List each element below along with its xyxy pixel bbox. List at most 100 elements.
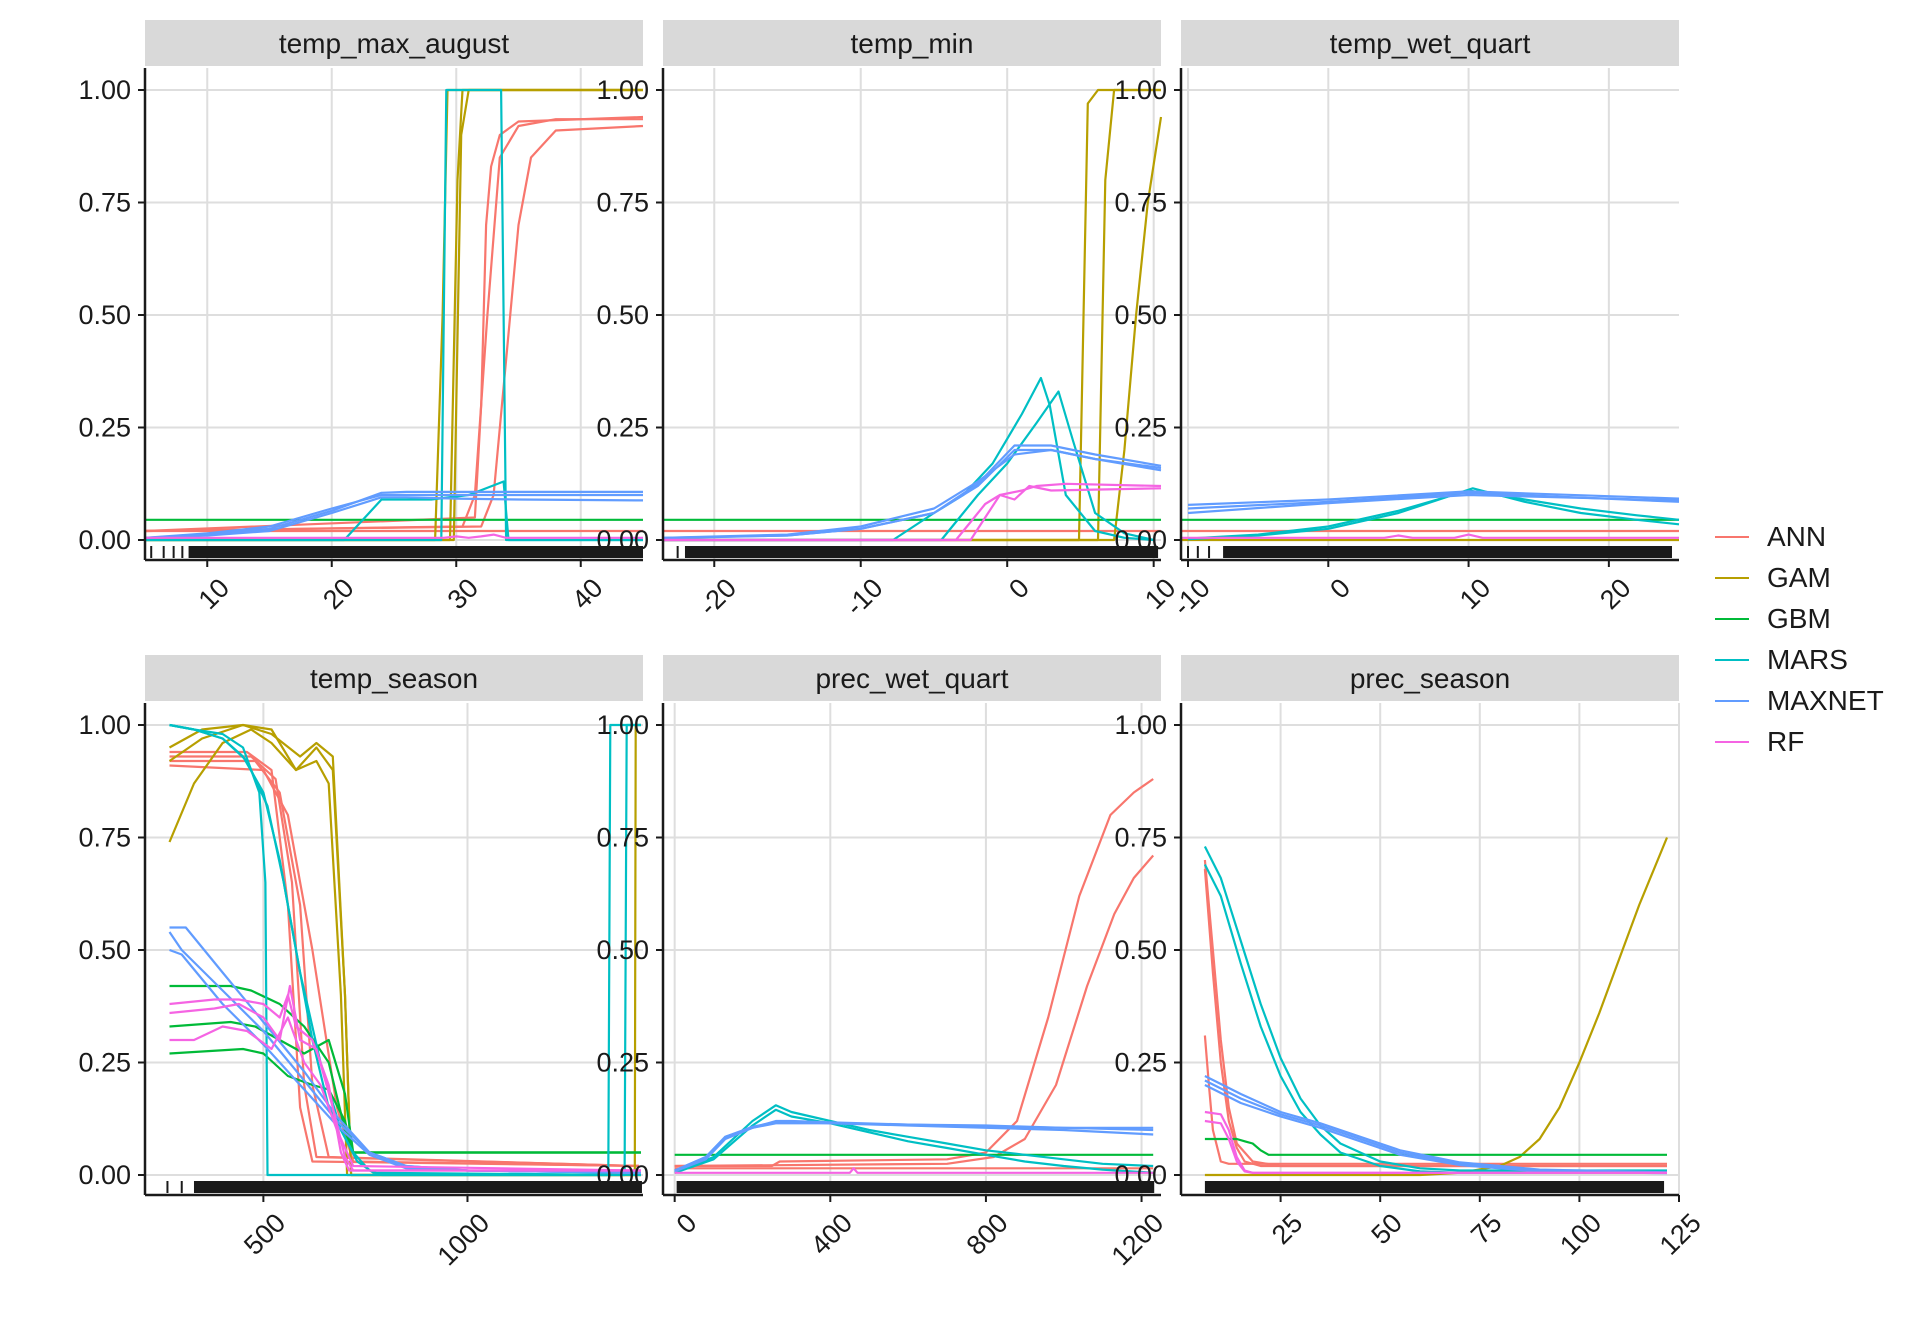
series-line-maxnet — [1187, 490, 1680, 506]
strip-temp-max-august — [145, 20, 643, 66]
legend-label-gam: GAM — [1767, 561, 1831, 593]
series-line-rf — [1204, 1119, 1667, 1174]
strip-title-temp-min: temp_min — [851, 28, 974, 59]
series-line-maxnet — [1204, 1079, 1668, 1174]
series-line-maxnet — [1204, 1075, 1668, 1174]
x-tick-label: -10 — [1167, 573, 1216, 622]
series-line-rf — [169, 1016, 642, 1172]
y-tick-label: 1.00 — [596, 75, 649, 105]
y-tick-label: 0.25 — [1114, 413, 1167, 443]
series-line-gam — [168, 723, 641, 1177]
strip-temp-season — [145, 655, 643, 701]
series-line-maxnet — [1204, 1084, 1668, 1175]
series-line-ann — [144, 115, 644, 533]
x-tick-label: 400 — [805, 1208, 858, 1261]
y-tick-label: 1.00 — [1114, 75, 1167, 105]
legend-item-ann: ANN — [1715, 516, 1915, 557]
rug-dense-temp-season — [193, 1181, 641, 1193]
series-line-ann — [674, 778, 1154, 1168]
series-line-gbm — [1204, 1137, 1667, 1156]
legend-item-maxnet: MAXNET — [1715, 680, 1915, 721]
y-tick-label: 0.50 — [1114, 300, 1167, 330]
x-tick-label: 20 — [317, 573, 359, 615]
x-tick-label: 25 — [1266, 1208, 1308, 1250]
series-line-mars — [1203, 846, 1667, 1172]
series-line-mars — [145, 480, 643, 542]
y-tick-label: 0.75 — [1114, 188, 1167, 218]
series-line-maxnet — [168, 931, 642, 1174]
x-tick-label: 40 — [566, 573, 608, 615]
legend-item-mars: MARS — [1715, 639, 1915, 680]
legend-label-gbm: GBM — [1767, 602, 1831, 634]
legend-label-ann: ANN — [1767, 520, 1827, 552]
series-line-maxnet — [169, 948, 642, 1174]
series-line-ann — [169, 750, 639, 1168]
x-tick-label: 10 — [193, 573, 235, 615]
x-tick-label: 1200 — [1106, 1208, 1170, 1272]
y-tick-label: 0.75 — [78, 188, 131, 218]
x-tick-label: 1000 — [432, 1208, 496, 1272]
series-line-mars — [169, 723, 641, 1177]
y-tick-label: 1.00 — [78, 710, 131, 740]
strip-prec-wet-quart — [663, 655, 1161, 701]
y-tick-label: 0.25 — [1114, 1048, 1167, 1078]
y-tick-label: 0.75 — [78, 823, 131, 853]
legend-key-ann — [1715, 535, 1749, 538]
series-line-gbm — [169, 984, 641, 1154]
series-line-mars — [169, 723, 642, 1177]
rug-dense-temp-max-august — [188, 546, 643, 558]
panel-prec-wet-quart: prec_wet_quart 0.00 0.25 0.50 0.75 1.00 0 400 80… — [596, 655, 1169, 1271]
series-line-ann — [674, 854, 1155, 1168]
x-tick-label: 100 — [1554, 1208, 1607, 1261]
series-line-ann — [169, 755, 639, 1168]
series-line-gam — [663, 116, 1163, 542]
strip-prec-season — [1181, 655, 1679, 701]
strip-title-temp-wet-quart: temp_wet_quart — [1330, 28, 1531, 59]
x-tick-label: 10 — [1454, 573, 1496, 615]
panel-temp-max-august: temp_max_august 0.00 0.25 0.50 0.75 1.00 10 20 3… — [78, 20, 644, 615]
series-line-ann — [1203, 859, 1667, 1168]
strip-temp-min — [663, 20, 1161, 66]
series-line-rf — [663, 482, 1162, 542]
strip-title-temp-max-august: temp_max_august — [279, 28, 510, 59]
y-tick-label: 0.00 — [596, 1160, 649, 1190]
legend-label-maxnet: MAXNET — [1767, 684, 1884, 716]
series-line-ann — [169, 759, 639, 1168]
series-line-rf — [1181, 533, 1679, 539]
panel-temp-wet-quart: temp_wet_quart 0.00 0.25 0.50 0.75 1.00 -10 0 10… — [1114, 20, 1680, 622]
y-tick-label: 0.00 — [1114, 525, 1167, 555]
x-tick-label: 75 — [1465, 1208, 1507, 1250]
legend-label-rf: RF — [1767, 725, 1805, 757]
series-line-mars — [663, 376, 1154, 542]
legend-label-mars: MARS — [1767, 643, 1848, 675]
legend-key-gam — [1715, 576, 1749, 579]
series-line-mars — [1187, 487, 1680, 541]
rug-dense-temp-wet-quart — [1223, 546, 1672, 558]
y-tick-label: 0.00 — [596, 525, 649, 555]
x-tick-label: -20 — [693, 573, 742, 622]
y-tick-label: 1.00 — [596, 710, 649, 740]
series-line-maxnet — [662, 448, 1162, 539]
x-tick-label: 30 — [442, 573, 484, 615]
y-tick-label: 0.25 — [78, 413, 131, 443]
y-tick-label: 0.50 — [78, 935, 131, 965]
rug-dense-prec-season — [1204, 1181, 1664, 1193]
x-tick-label: 0 — [671, 1208, 703, 1240]
x-tick-label: -10 — [840, 573, 889, 622]
y-tick-label: 0.50 — [1114, 935, 1167, 965]
legend-item-rf: RF — [1715, 721, 1915, 762]
legend: ANN GAM GBM MARS MAXNET RF — [1715, 516, 1915, 762]
y-tick-label: 0.75 — [1114, 823, 1167, 853]
series-line-maxnet — [144, 496, 644, 540]
strip-title-prec-wet-quart: prec_wet_quart — [815, 663, 1008, 694]
series-line-rf — [169, 993, 641, 1172]
y-tick-label: 0.25 — [596, 1048, 649, 1078]
series-line-maxnet — [674, 1119, 1154, 1173]
series-line-gbm — [169, 1047, 641, 1154]
panel-prec-season: prec_season 0.00 0.25 0.50 0.75 1.00 25 50 75 100… — [1114, 655, 1707, 1261]
x-tick-label: 125 — [1654, 1208, 1707, 1261]
series-line-maxnet — [662, 444, 1162, 540]
series-line-rf — [145, 533, 643, 539]
